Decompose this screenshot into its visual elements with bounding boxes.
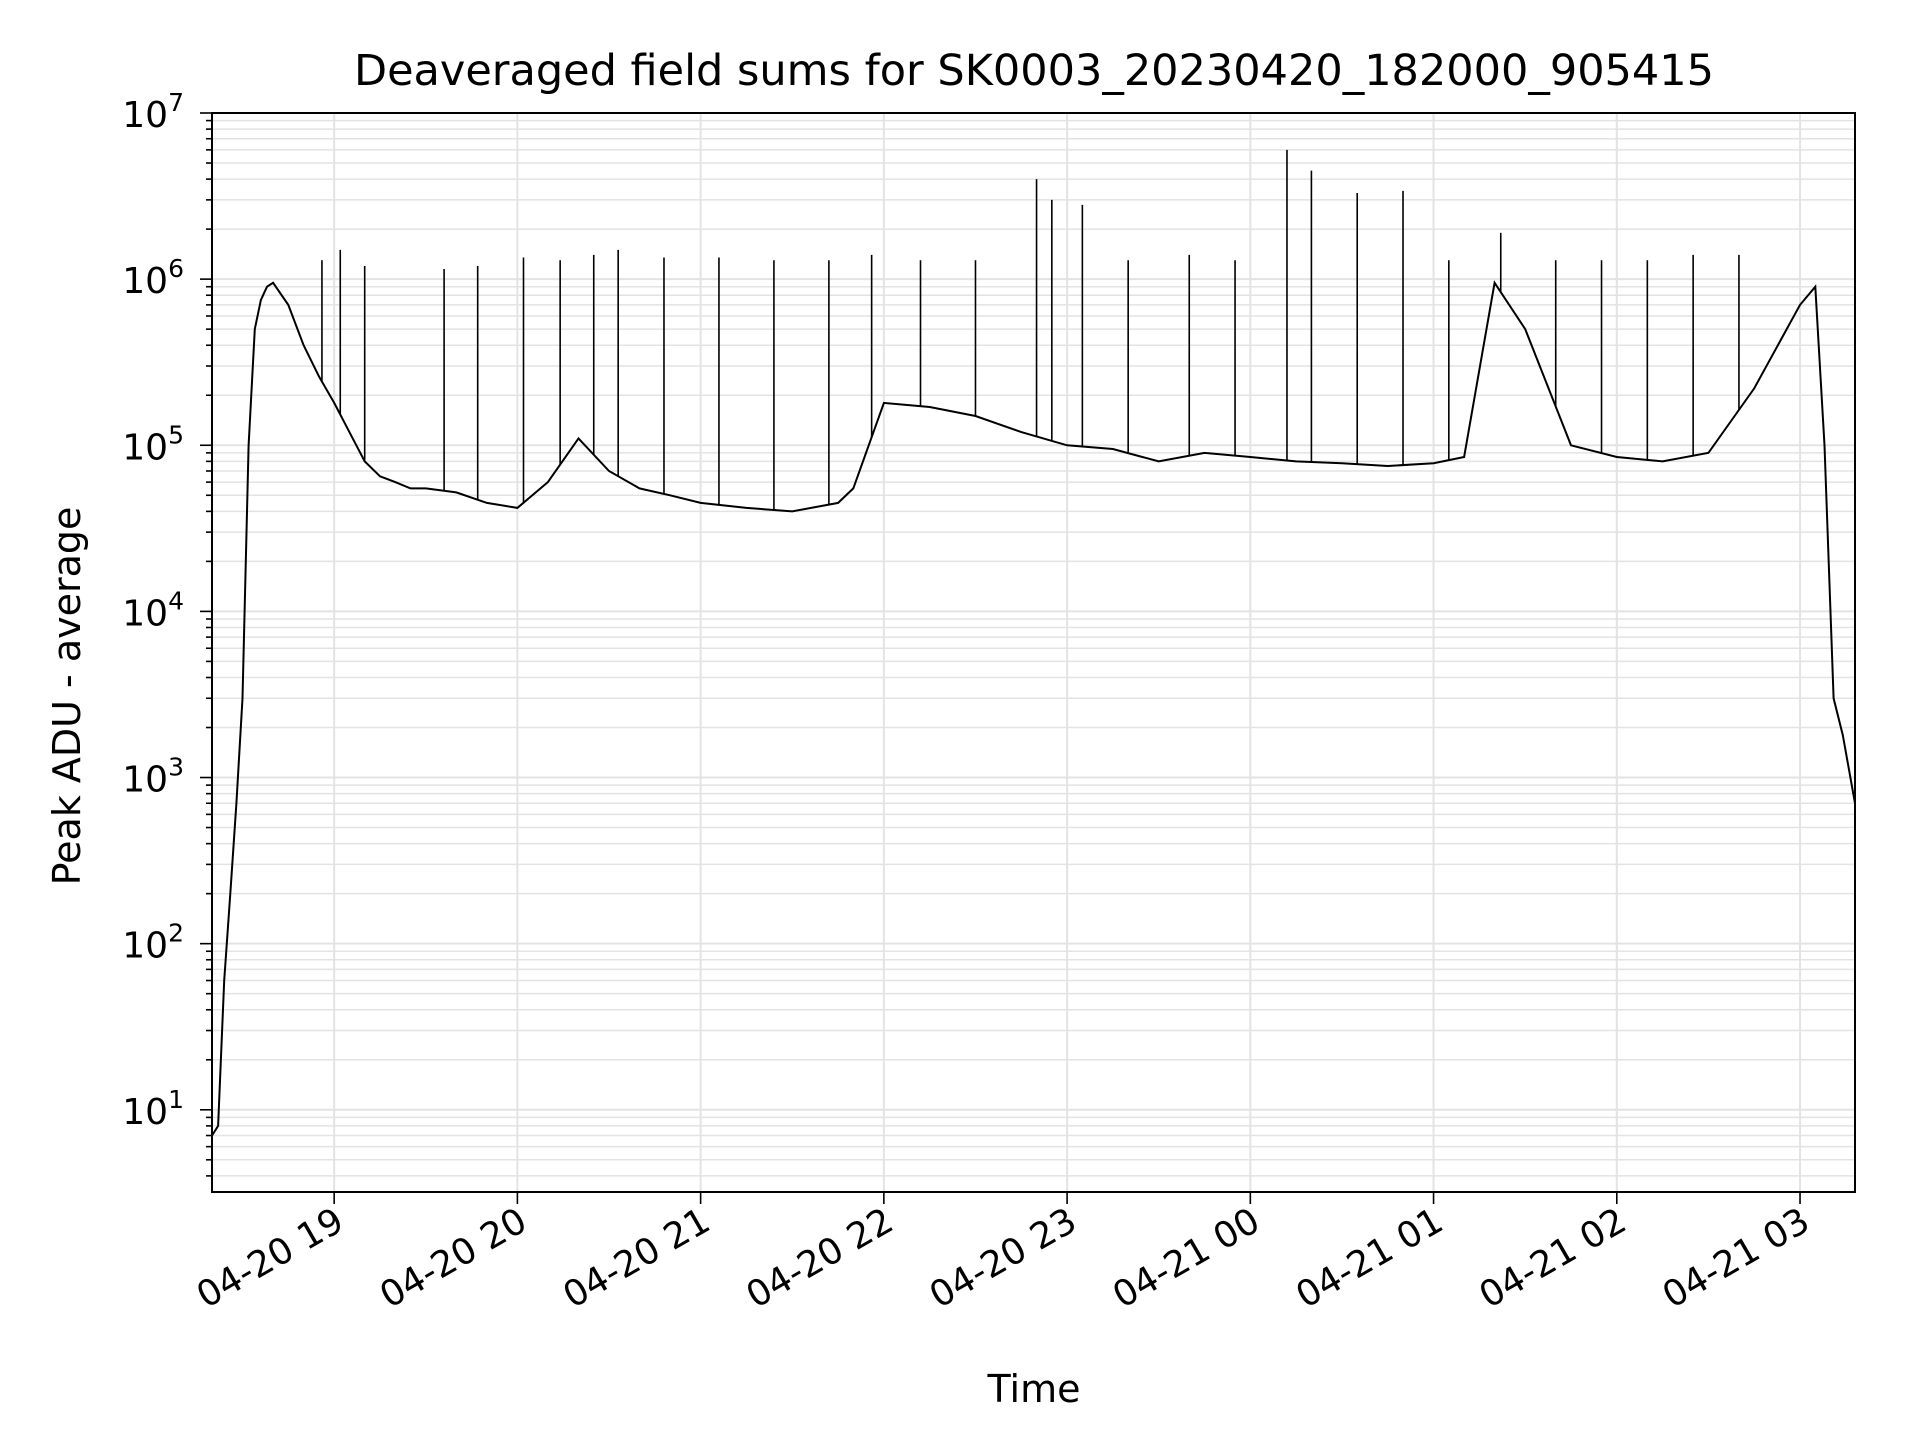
y-tick-label: 105	[122, 420, 184, 468]
y-axis-label: Peak ADU - average	[45, 507, 89, 886]
grid	[212, 112, 1855, 1192]
y-tick-label: 101	[122, 1085, 184, 1133]
y-tick-label: 103	[122, 753, 184, 801]
plot-frame	[211, 112, 1856, 1193]
y-tick-label: 106	[122, 254, 184, 302]
y-tick-label: 102	[122, 919, 184, 967]
chart-title: Deaveraged field sums for SK0003_2023042…	[354, 46, 1714, 96]
x-axis-label: Time	[987, 1367, 1081, 1411]
y-tick-label: 107	[122, 88, 184, 136]
series-line	[211, 280, 1856, 1137]
y-tick-label: 104	[122, 586, 184, 634]
series-group	[211, 149, 1856, 1137]
